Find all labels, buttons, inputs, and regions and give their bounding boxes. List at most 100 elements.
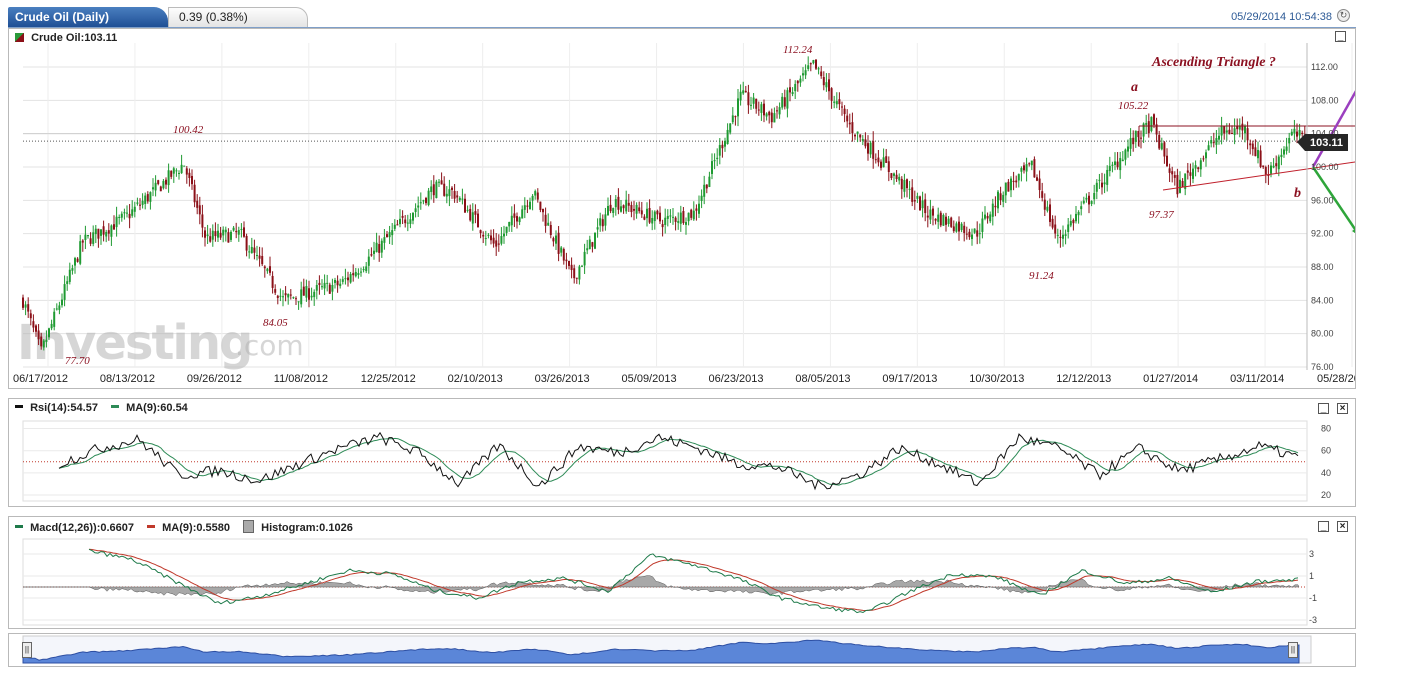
candle-body — [107, 230, 110, 234]
candle-body — [640, 210, 643, 215]
candle-body — [687, 212, 690, 222]
candle-body — [505, 226, 508, 233]
candle-body — [1155, 124, 1158, 135]
candle-body — [1202, 158, 1205, 160]
candle-body — [1080, 206, 1083, 210]
candle-body — [352, 273, 355, 276]
candle-body — [679, 212, 682, 224]
plot-area — [23, 43, 1307, 367]
candle-body — [747, 92, 750, 106]
candle-body — [256, 255, 258, 257]
navigator-right-handle[interactable]: || — [1288, 642, 1298, 658]
price-change: 0.39 (0.38%) — [168, 7, 308, 27]
candle-body — [1028, 163, 1031, 165]
candle-body — [469, 208, 472, 221]
candle-body — [175, 170, 178, 172]
macd-close-button[interactable]: × — [1337, 521, 1348, 532]
date-tick-label: 09/17/2013 — [882, 373, 937, 385]
candle-body — [71, 268, 74, 271]
candle-body — [279, 295, 282, 297]
candle-body — [1046, 206, 1049, 211]
candle-body — [131, 209, 134, 216]
minimize-button[interactable]: _ — [1335, 31, 1346, 42]
candle-body — [276, 295, 279, 299]
candle-body — [1108, 165, 1111, 172]
candle-body — [206, 234, 209, 237]
candle-body — [737, 98, 739, 117]
candle-body — [1272, 165, 1275, 168]
candle-body — [617, 196, 620, 210]
candle-body — [308, 288, 310, 300]
rsi-close-button[interactable]: × — [1337, 403, 1348, 414]
candle-body — [1116, 161, 1119, 168]
candle-body — [828, 79, 830, 92]
candle-body — [1088, 195, 1090, 205]
candle-body — [534, 191, 537, 196]
candle-body — [529, 201, 531, 210]
candle-body — [581, 265, 583, 267]
candle-body — [412, 212, 414, 221]
candle-body — [633, 208, 635, 211]
candle-body — [653, 211, 656, 222]
candle-body — [1244, 126, 1246, 134]
candle-body — [357, 273, 360, 275]
candle-body — [698, 203, 700, 214]
candle-body — [1296, 131, 1298, 137]
candle-body — [1257, 149, 1259, 159]
candle-body — [952, 226, 955, 232]
annotation-a: a — [1131, 80, 1138, 95]
candle-body — [773, 113, 776, 123]
candle-body — [1041, 191, 1044, 198]
candle-body — [1277, 156, 1280, 170]
candle-body — [908, 188, 911, 190]
candle-body — [994, 205, 997, 208]
candle-body — [149, 192, 152, 202]
candle-body — [659, 212, 661, 222]
candle-body — [776, 110, 778, 112]
candle-body — [604, 214, 607, 226]
date-tick-label: 10/30/2013 — [969, 373, 1024, 385]
navigator-left-handle[interactable]: || — [22, 642, 32, 658]
candle-body — [490, 235, 492, 241]
candle-body — [677, 221, 680, 223]
candle-body — [178, 173, 180, 175]
candle-body — [341, 279, 344, 282]
candle-body — [492, 237, 495, 244]
candle-body — [198, 205, 201, 215]
candle-body — [945, 216, 947, 225]
candle-body — [510, 215, 513, 226]
macd-minimize-button[interactable]: _ — [1318, 521, 1329, 532]
candle-body — [1132, 137, 1135, 145]
date-tick-label: 11/08/2012 — [274, 373, 328, 385]
rsi-ma-legend-label: MA(9):60.54 — [126, 402, 188, 414]
candle-body — [266, 268, 269, 272]
candle-body — [482, 234, 485, 237]
rsi-minimize-button[interactable]: _ — [1318, 403, 1329, 414]
current-price-label: 103.11 — [1310, 137, 1343, 149]
rsi-line — [58, 431, 1299, 491]
candle-body — [937, 214, 940, 222]
candle-body — [965, 233, 968, 235]
date-tick-label: 03/11/2014 — [1230, 373, 1284, 385]
candle-body — [224, 229, 227, 233]
candle-body — [573, 268, 576, 279]
price-legend-icon — [15, 33, 24, 42]
macd-ma-legend-swatch — [147, 525, 156, 528]
candle-body — [214, 231, 217, 237]
candle-body — [201, 214, 204, 228]
candle-body — [367, 256, 370, 266]
chart-title-tab[interactable]: Crude Oil (Daily) — [8, 7, 168, 27]
candle-body — [851, 122, 854, 133]
candle-body — [991, 203, 994, 217]
candle-body — [74, 258, 76, 266]
candle-body — [1233, 128, 1236, 135]
candle-body — [263, 266, 266, 269]
macd-legend-swatch — [15, 525, 23, 528]
candle-body — [1259, 150, 1262, 167]
candle-body — [235, 230, 238, 233]
candle-body — [903, 179, 906, 192]
candle-body — [976, 230, 979, 237]
refresh-icon[interactable]: ↻ — [1337, 9, 1350, 22]
candle-body — [666, 215, 669, 219]
price-legend: Crude Oil:103.11 — [15, 32, 121, 44]
